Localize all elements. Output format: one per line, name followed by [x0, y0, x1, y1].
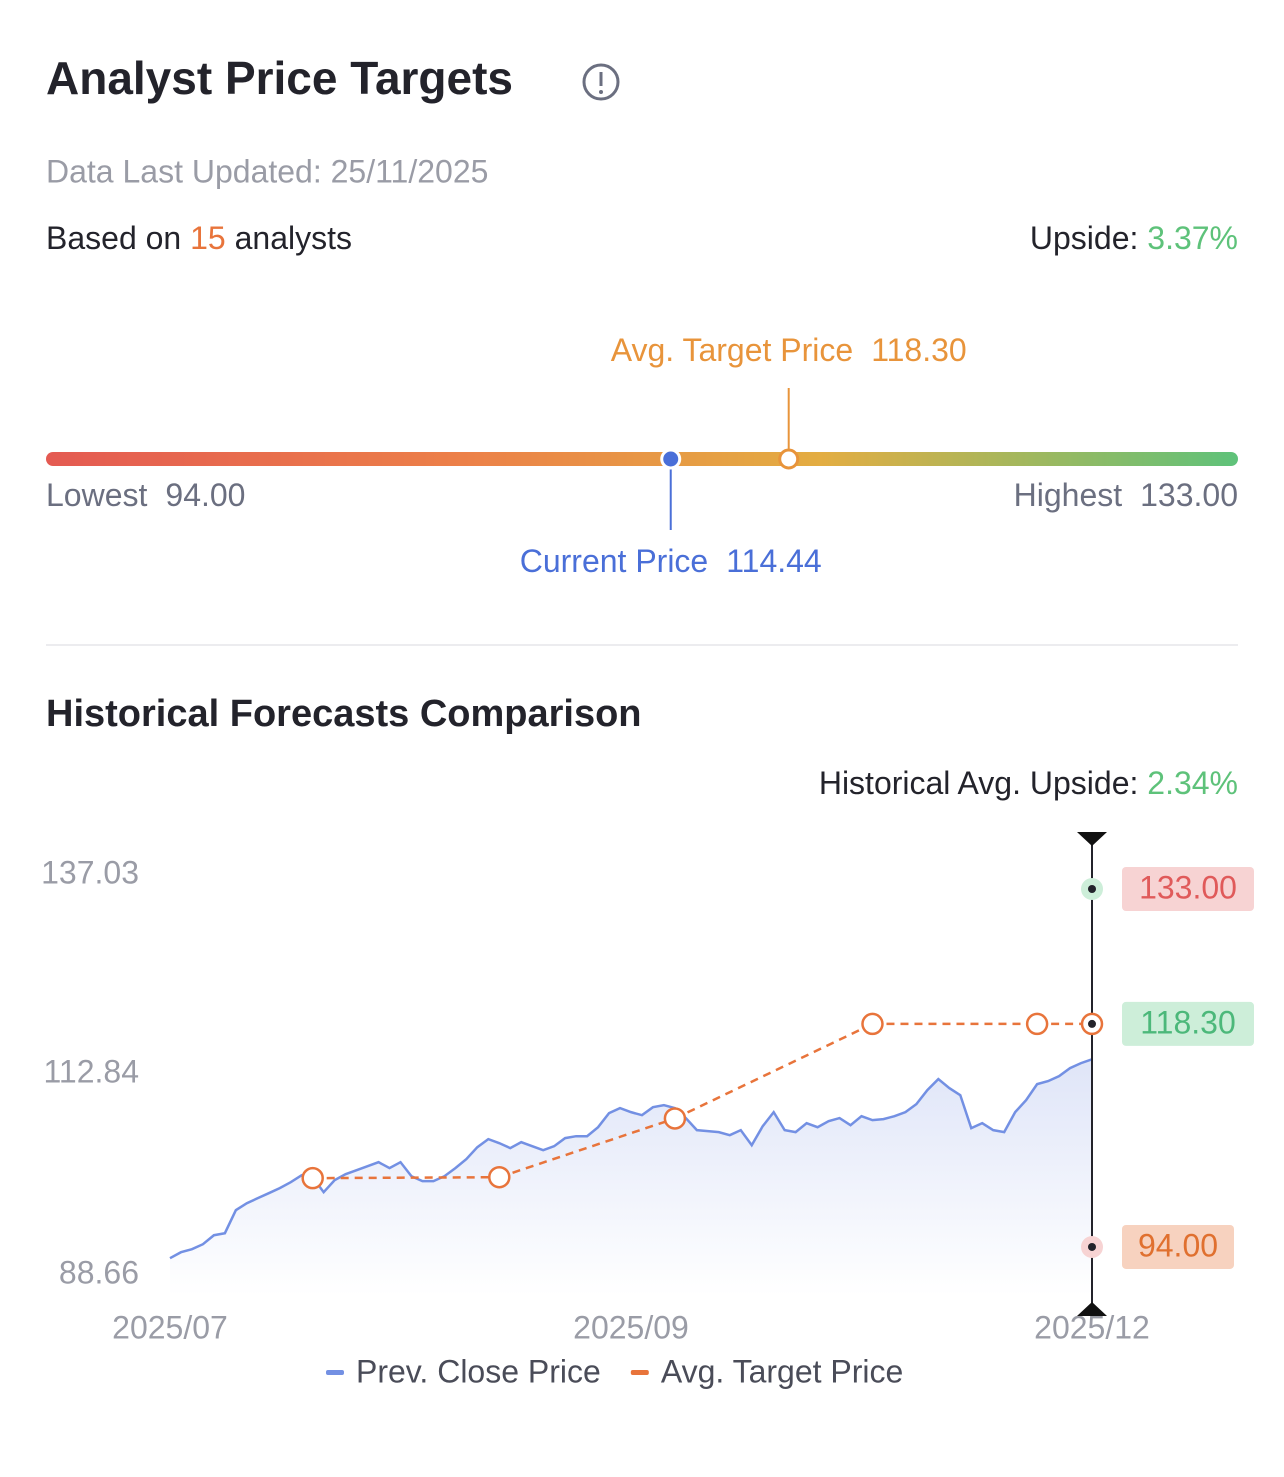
marker-label: 118.30 [1140, 1004, 1236, 1040]
hist-upside: Historical Avg. Upside: 2.34% [819, 765, 1238, 801]
target-segment [312, 1175, 500, 1180]
avg-marker [778, 448, 800, 470]
text: Current Price [520, 543, 709, 579]
cursor-bottom [1077, 1302, 1107, 1316]
upside: Upside: 3.37% [1030, 220, 1238, 256]
text: Lowest [46, 477, 148, 513]
value: 133.00 [1140, 477, 1238, 513]
target-segment [674, 1022, 874, 1120]
analysts: 15 [190, 220, 226, 256]
info-icon[interactable] [582, 63, 620, 101]
analyst-count: Based on 15 analysts [46, 220, 352, 256]
low-label: Lowest 94.00 [46, 477, 245, 513]
legend-label: Avg. Target Price [661, 1353, 904, 1389]
value: 118.30 [871, 332, 967, 368]
y-tick-label: 88.66 [59, 1254, 139, 1290]
legend-swatch [326, 1370, 344, 1375]
marker-label: 133.00 [1139, 869, 1237, 905]
target-point [1025, 1012, 1049, 1036]
chart-title: Historical Forecasts Comparison [46, 693, 642, 735]
target-point [301, 1166, 324, 1190]
legend-label: Prev. Close Price [356, 1353, 601, 1389]
cursor-top [1077, 832, 1107, 846]
current-label: Current Price 114.44 [520, 543, 822, 579]
updated: Data Last Updated: 25/11/2025 [46, 153, 488, 189]
label: Historical Avg. Upside: [819, 765, 1139, 801]
current-marker [660, 448, 682, 470]
marker-box [1122, 1224, 1234, 1269]
price-line [169, 1058, 1093, 1260]
range-markers: Lowest 94.00 Highest 133.00 Avg. Target Pric… [46, 332, 1238, 579]
text: Based on [46, 220, 181, 256]
target-segment [498, 1117, 676, 1179]
price-area [170, 1059, 1092, 1296]
marker-box [1122, 866, 1254, 911]
value: 3.37% [1147, 220, 1238, 256]
marker-dot [1088, 1242, 1096, 1251]
text: analysts [235, 220, 352, 256]
avg-label: Avg. Target Price 118.30 [611, 332, 967, 368]
value: 114.44 [726, 543, 822, 579]
y-tick-label: 137.03 [41, 854, 139, 890]
marker-label: 94.00 [1138, 1227, 1218, 1263]
y-tick-label: 112.84 [44, 1053, 140, 1089]
marker-dot [1088, 884, 1096, 893]
marker-dot [1088, 1019, 1096, 1028]
range-bar [46, 452, 1238, 466]
text: Avg. Target Price [611, 332, 854, 368]
marker-box [1122, 1001, 1254, 1046]
value: 94.00 [165, 477, 245, 513]
label: Upside: [1030, 220, 1139, 256]
text: Highest [1014, 477, 1123, 513]
target-point [861, 1012, 884, 1036]
legend-swatch [630, 1370, 649, 1375]
target-point [663, 1107, 687, 1130]
value: 2.34% [1147, 765, 1238, 801]
title: Analyst Price Targets [46, 52, 513, 104]
high-label: Highest 133.00 [1014, 477, 1238, 513]
x-tick-label: 2025/07 [112, 1309, 228, 1345]
target-point [488, 1165, 511, 1189]
x-tick-label: 2025/09 [573, 1309, 689, 1345]
